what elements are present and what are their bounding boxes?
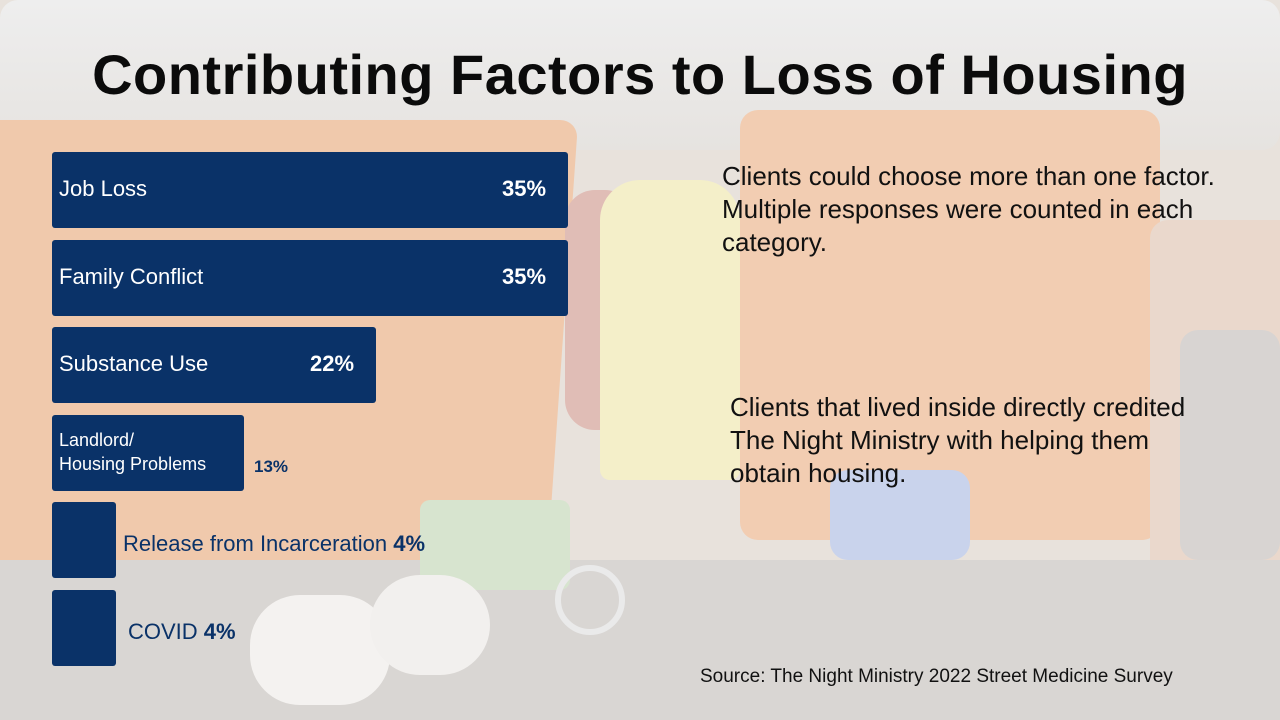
bar-label: Landlord/ Housing Problems xyxy=(59,430,207,474)
bar-label: Substance Use xyxy=(59,351,209,376)
bar-value-label: 35% xyxy=(502,176,547,201)
source-caption: Source: The Night Ministry 2022 Street M… xyxy=(700,666,1173,687)
bar xyxy=(52,240,568,316)
bar xyxy=(52,415,244,491)
bar-label: Family Conflict xyxy=(59,264,204,289)
bar-label: COVID 4% xyxy=(128,619,236,645)
bar xyxy=(52,502,116,578)
bar-value-label: 4% xyxy=(393,531,426,556)
bar-value-label: 4% xyxy=(203,619,236,644)
credited-housing-note: Clients that lived inside directly credi… xyxy=(730,392,1186,488)
bar xyxy=(52,152,568,228)
bar-label: Job Loss xyxy=(59,176,148,201)
bar xyxy=(52,590,116,666)
bar-value-label: 22% xyxy=(310,351,355,376)
bar-label: Release from Incarceration 4% xyxy=(123,531,425,557)
page-title: Contributing Factors to Loss of Housing xyxy=(92,43,1188,106)
bar-value-label: 13% xyxy=(254,457,289,476)
multiple-responses-note: Clients could choose more than one facto… xyxy=(722,161,1215,257)
bar-label-text: Release from Incarceration xyxy=(123,531,394,556)
bar-label-text: COVID xyxy=(128,619,204,644)
bar xyxy=(52,327,376,403)
bar-value-label: 35% xyxy=(502,264,547,289)
